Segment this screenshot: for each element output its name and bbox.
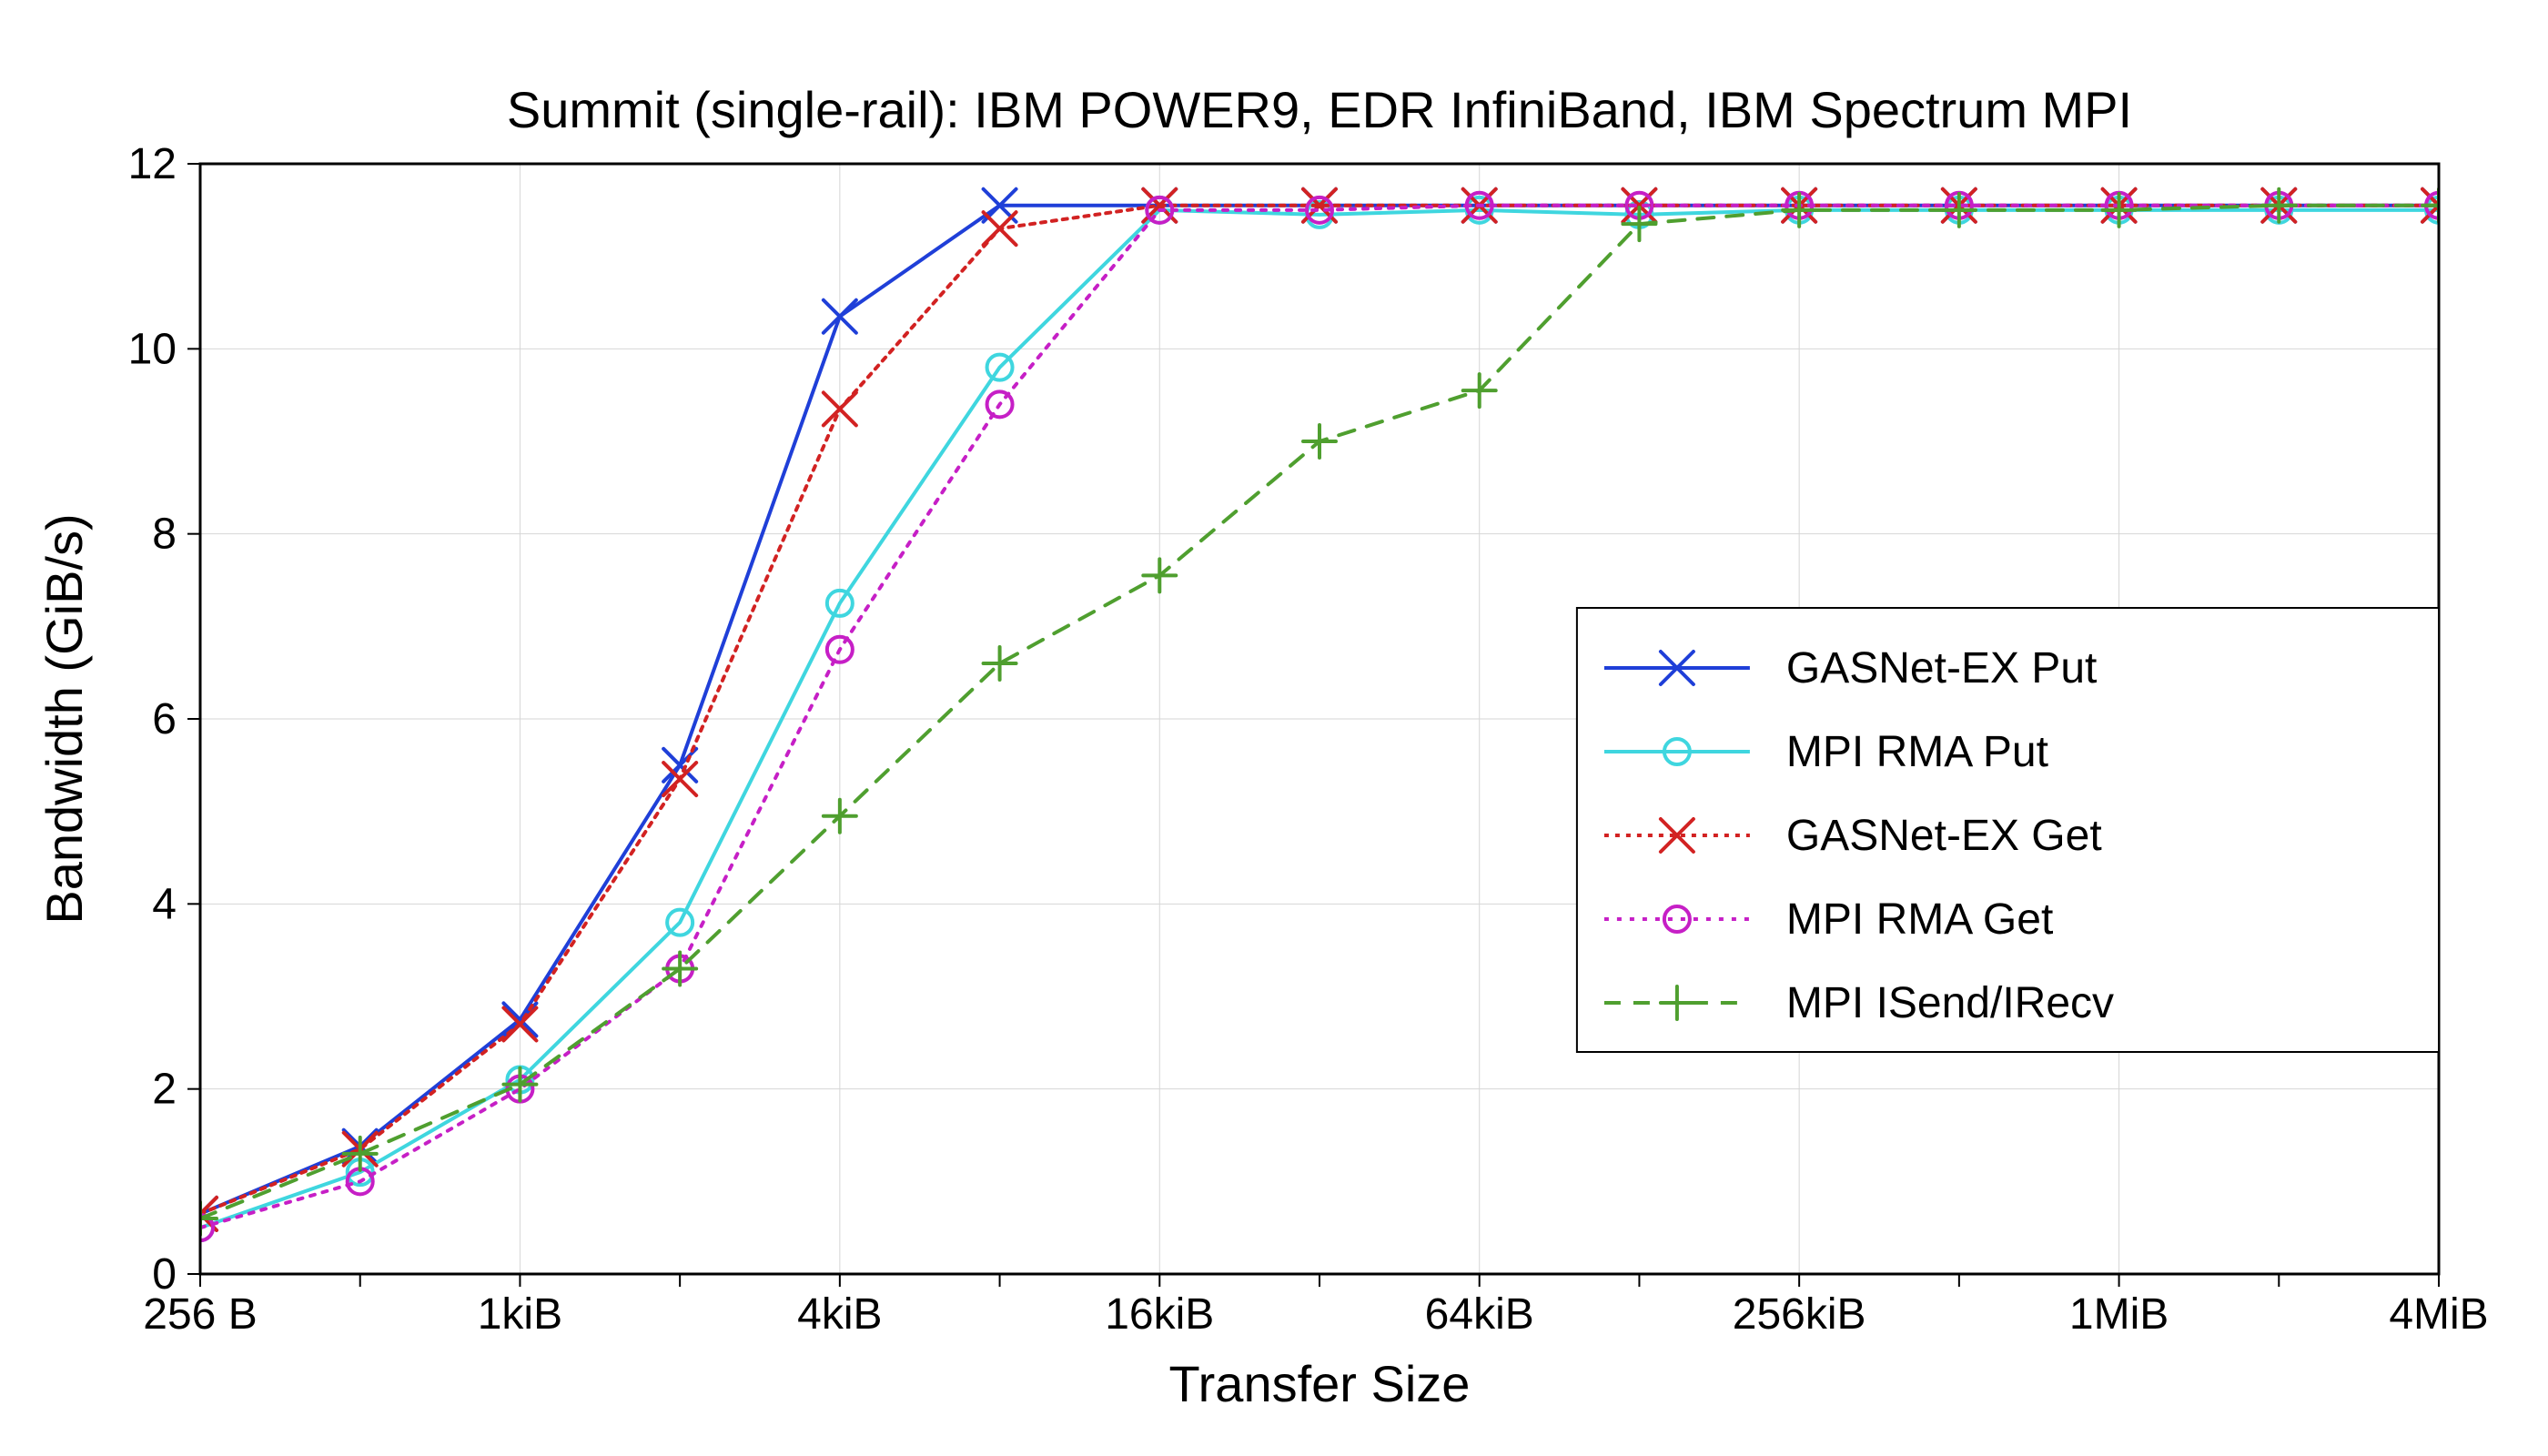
- xtick-label: 64kiB: [1425, 1290, 1534, 1339]
- xtick-label: 1kiB: [478, 1290, 562, 1339]
- legend: GASNet-EX Put MPI RMA Put GASNet-EX Get MPI…: [1577, 608, 2439, 1052]
- ytick-label: 2: [152, 1066, 177, 1114]
- ytick-label: 8: [152, 511, 177, 559]
- ytick-label: 6: [152, 695, 177, 743]
- xtick-label: 4MiB: [2389, 1290, 2488, 1339]
- xtick-label: 16kiB: [1105, 1290, 1214, 1339]
- y-axis-label: Bandwidth (GiB/s): [35, 513, 93, 924]
- legend-label: GASNet-EX Put: [1786, 644, 2097, 693]
- legend-label: MPI ISend/IRecv: [1786, 979, 2114, 1027]
- legend-label: GASNet-EX Get: [1786, 812, 2102, 860]
- ytick-label: 4: [152, 880, 177, 928]
- xtick-label: 256 B: [143, 1290, 257, 1339]
- legend-label: MPI RMA Put: [1786, 728, 2048, 776]
- x-axis-label: Transfer Size: [1169, 1355, 1471, 1412]
- xtick-label: 1MiB: [2069, 1290, 2169, 1339]
- chart-title: Summit (single-rail): IBM POWER9, EDR In…: [507, 81, 2132, 138]
- ytick-label: 10: [128, 325, 177, 373]
- legend-label: MPI RMA Get: [1786, 895, 2053, 944]
- ytick-label: 12: [128, 140, 177, 188]
- xtick-label: 256kiB: [1733, 1290, 1866, 1339]
- xtick-label: 4kiB: [797, 1290, 882, 1339]
